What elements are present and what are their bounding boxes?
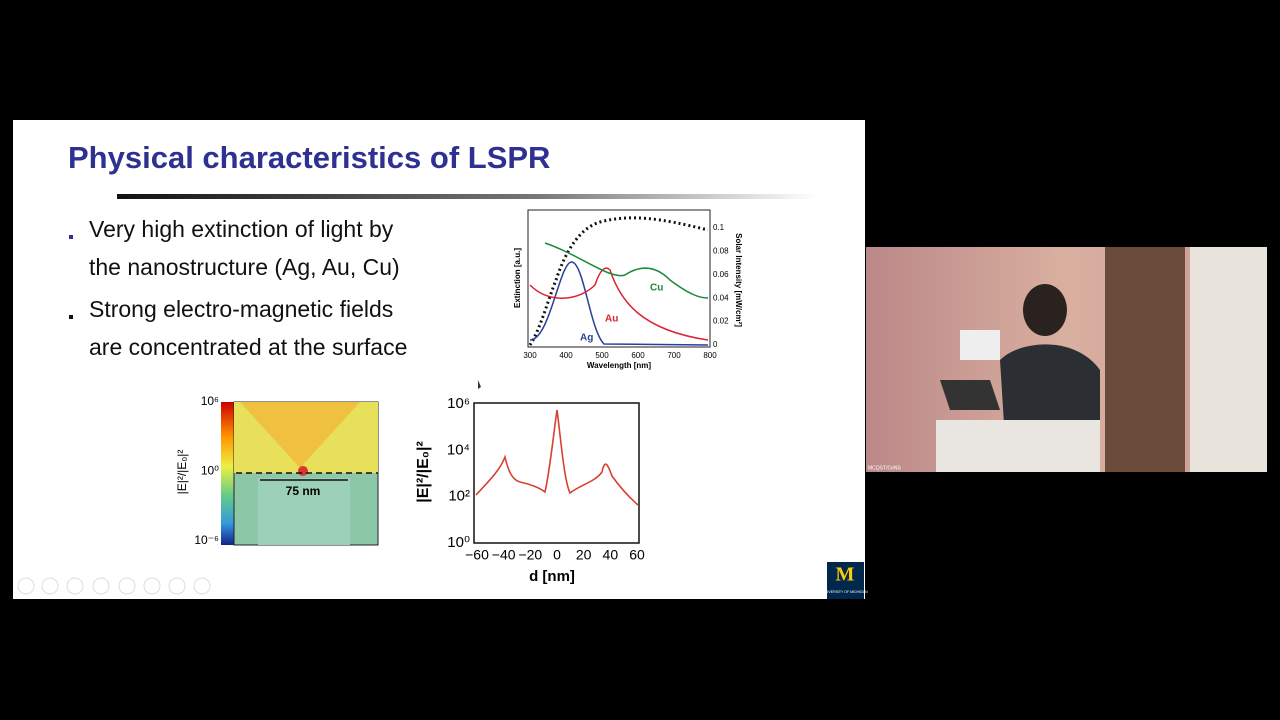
spectrum-figure: Ag Au Cu Wavelength [nm] Extinction [a.u… xyxy=(513,209,743,370)
toolbar-button[interactable] xyxy=(92,577,110,595)
toolbar-button[interactable] xyxy=(143,577,161,595)
x-tick-label: 600 xyxy=(631,351,645,360)
au-curve xyxy=(529,267,709,341)
colorbar-label: |E|²/|E₀|² xyxy=(175,450,189,495)
x-axis-label: Wavelength [nm] xyxy=(587,361,651,370)
y-axis-label: Extinction [a.u.] xyxy=(513,248,522,308)
x-tick-label: 500 xyxy=(595,351,609,360)
y2-tick-label: 0.06 xyxy=(713,270,729,279)
speaker-video: MCQST/CeNS xyxy=(866,247,1267,472)
speaker-body xyxy=(1000,344,1100,440)
door xyxy=(1105,247,1185,472)
x-tick-label: 0 xyxy=(553,547,561,563)
plot-frame xyxy=(473,402,640,544)
poster xyxy=(960,330,1000,360)
toolbar-button[interactable] xyxy=(168,577,186,595)
curve-label: Cu xyxy=(650,283,663,294)
field-profile-figure: d [nm] |E|²/|E₀|² 10⁰ 10² 10⁴ 10⁶ −60 −40 −20 0… xyxy=(415,395,645,585)
x-tick-label: 20 xyxy=(576,547,592,563)
x-tick-label: 800 xyxy=(703,351,717,360)
scale-label: 75 nm xyxy=(286,484,321,498)
colorbar-tick-label: 10⁰ xyxy=(201,464,219,478)
field-curve xyxy=(475,409,639,506)
x-tick-label: 60 xyxy=(629,547,645,563)
x-tick-label: −20 xyxy=(518,547,542,563)
bullet-line: the nanostructure (Ag, Au, Cu) xyxy=(89,254,400,280)
bullet-line: are concentrated at the surface xyxy=(89,334,407,360)
bullet-dot xyxy=(69,235,73,239)
y2-tick-label: 0.1 xyxy=(713,223,725,232)
x-tick-label: 300 xyxy=(523,351,537,360)
x-tick-label: 40 xyxy=(603,547,619,563)
y-tick-label: 10² xyxy=(448,488,470,505)
toolbar-button[interactable] xyxy=(41,577,59,595)
y-tick-label: 10⁰ xyxy=(447,534,470,551)
y2-tick-label: 0.02 xyxy=(713,317,729,326)
cursor xyxy=(478,380,481,389)
speaker-head xyxy=(1023,284,1067,336)
field-map-figure: 75 nm |E|²/|E₀|² 10⁶ 10⁰ 10⁻⁶ xyxy=(175,394,379,547)
x-tick-label: 400 xyxy=(559,351,573,360)
window xyxy=(1190,247,1267,472)
logo-text: UNIVERSITY OF MICHIGAN xyxy=(822,590,868,594)
curve-label: Au xyxy=(605,314,618,325)
y2-tick-label: 0.08 xyxy=(713,247,729,256)
x-axis-label: d [nm] xyxy=(529,568,575,585)
video-caption: MCQST/CeNS xyxy=(868,465,901,471)
bullet-line: Very high extinction of light by xyxy=(89,216,394,242)
logo xyxy=(827,562,864,599)
y-axis-label: |E|²/|E₀|² xyxy=(415,441,432,503)
cu-curve xyxy=(544,242,709,299)
ag-curve xyxy=(529,261,709,346)
logo-letter: M xyxy=(836,564,855,586)
y2-tick-label: 0.04 xyxy=(713,293,729,302)
hotspot xyxy=(298,466,308,476)
map-region xyxy=(258,478,350,545)
y-tick-label: 10⁶ xyxy=(447,395,470,412)
colorbar-tick-label: 10⁶ xyxy=(201,394,219,408)
title-rule xyxy=(117,194,817,199)
toolbar-button[interactable] xyxy=(17,577,35,595)
x-tick-label: 700 xyxy=(667,351,681,360)
x-tick-label: −60 xyxy=(465,547,489,563)
bullet-line: Strong electro-magnetic fields xyxy=(89,296,393,322)
colorbar-tick-label: 10⁻⁶ xyxy=(194,533,219,547)
toolbar-button[interactable] xyxy=(118,577,136,595)
bullets: Very high extinction of light by the nan… xyxy=(69,216,407,360)
x-tick-label: −40 xyxy=(492,547,516,563)
curve-label: Ag xyxy=(580,333,593,344)
slide-title: Physical characteristics of LSPR xyxy=(68,140,550,175)
toolbar-button[interactable] xyxy=(66,577,84,595)
map-region xyxy=(240,402,360,468)
solar-points xyxy=(528,216,709,346)
toolbar-button[interactable] xyxy=(193,577,211,595)
plot-frame xyxy=(527,209,711,348)
y-tick-label: 10⁴ xyxy=(447,441,470,458)
colorbar xyxy=(221,402,234,545)
slide xyxy=(13,120,865,599)
podium xyxy=(936,420,1100,472)
laptop xyxy=(940,380,1000,410)
y2-tick-label: 0 xyxy=(713,340,718,349)
y2-axis-label: Solar Intensity [mW/cm²] xyxy=(734,233,743,327)
slide-toolbar xyxy=(17,577,211,595)
bullet-dot xyxy=(69,315,73,319)
